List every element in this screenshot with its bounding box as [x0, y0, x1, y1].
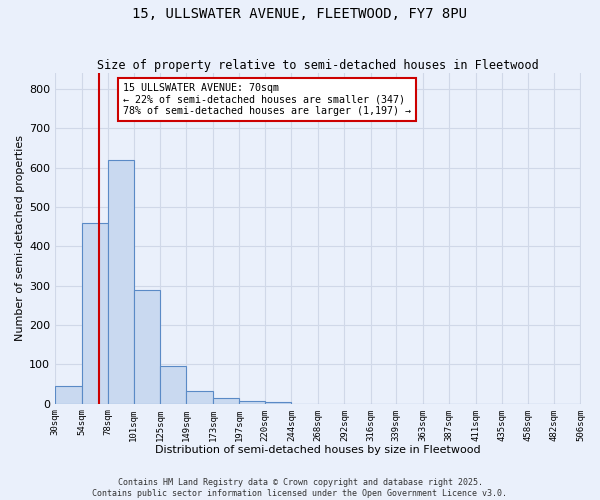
Bar [108, 160, 134, 404]
Bar [187, 390, 213, 404]
X-axis label: Distribution of semi-detached houses by size in Fleetwood: Distribution of semi-detached houses by … [155, 445, 481, 455]
Text: Contains HM Land Registry data © Crown copyright and database right 2025.
Contai: Contains HM Land Registry data © Crown c… [92, 478, 508, 498]
Bar [213, 398, 239, 404]
Y-axis label: Number of semi-detached properties: Number of semi-detached properties [15, 136, 25, 342]
Bar [134, 290, 160, 404]
Title: Size of property relative to semi-detached houses in Fleetwood: Size of property relative to semi-detach… [97, 59, 539, 72]
Text: 15 ULLSWATER AVENUE: 70sqm
← 22% of semi-detached houses are smaller (347)
78% o: 15 ULLSWATER AVENUE: 70sqm ← 22% of semi… [124, 83, 412, 116]
Bar [55, 386, 82, 404]
Bar [160, 366, 187, 404]
Bar [239, 401, 265, 404]
Text: 15, ULLSWATER AVENUE, FLEETWOOD, FY7 8PU: 15, ULLSWATER AVENUE, FLEETWOOD, FY7 8PU [133, 8, 467, 22]
Bar [265, 402, 292, 404]
Bar [82, 222, 108, 404]
